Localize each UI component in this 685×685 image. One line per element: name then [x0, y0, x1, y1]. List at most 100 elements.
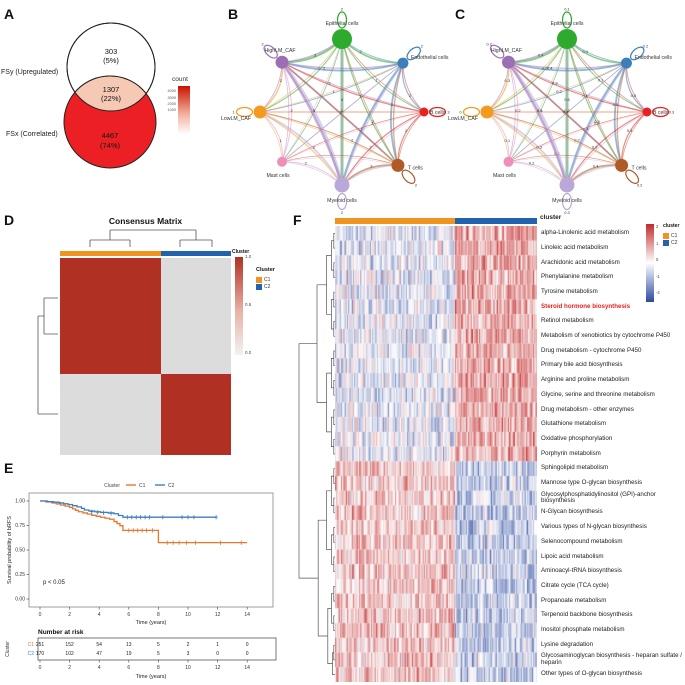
edge-weight-label: 2 [318, 66, 321, 71]
venn-overlap-count: 1307 [103, 85, 120, 94]
network-node [501, 55, 515, 69]
network-node-label: Epithelial cells [551, 21, 584, 27]
risk-value: 170 [36, 651, 45, 657]
edge-weight-label: 3 [339, 109, 342, 114]
km-pvalue: p < 0.05 [43, 580, 66, 586]
pathway-label: Primary bile acid biosynthesis [541, 361, 623, 369]
pathway-label: Porphyrin metabolism [541, 449, 601, 457]
network-edge [508, 111, 648, 163]
network-edge [259, 111, 399, 166]
pathway-label: Retinol metabolism [541, 317, 594, 325]
pathway-label: Citrate cycle (TCA cycle) [541, 581, 609, 589]
pathway-row: Lipoic acid metabolism [541, 549, 685, 564]
consensus-row-dendrogram [37, 297, 58, 415]
network-edge [259, 38, 343, 113]
edge-weight-label: 4 [341, 97, 344, 102]
km-ytick-label: 1.00 [15, 499, 25, 505]
pathway-annotation-c2 [455, 218, 537, 224]
network-edge [259, 62, 404, 113]
network-edge [566, 38, 623, 166]
pathway-row: Mannose type O-glycan biosynthesis [541, 476, 685, 491]
loop-weight-label: 0.3 [564, 210, 570, 215]
pathway-row: Sphingolipid metabolism [541, 461, 685, 476]
risk-value: 2 [187, 642, 190, 648]
edge-weight-label: 2 [351, 137, 354, 142]
edge-weight-label: 2 [409, 93, 412, 98]
km-xtick-label: 14 [244, 612, 250, 618]
km-censor-mark [150, 528, 155, 533]
network-edge [341, 38, 425, 113]
pathway-label: Glycine, serine and threonine metabolism [541, 390, 655, 398]
network-self-loop [401, 169, 416, 184]
network-node-label: Mast cells [493, 173, 516, 179]
pathway-c1-label: C1 [671, 233, 678, 239]
pathway-label: Selenocompound metabolism [541, 537, 623, 545]
loop-weight-label: 2 [421, 44, 424, 49]
pathway-label: Tyrosine metabolism [541, 287, 598, 295]
risk-xtick-label: 6 [127, 665, 130, 671]
pathway-row: Lysine degradation [541, 638, 685, 653]
km-censor-mark [214, 514, 218, 520]
network-self-loop [629, 46, 645, 61]
network-edge [281, 62, 293, 162]
risk-xtick-label: 2 [68, 665, 71, 671]
venn-legend-tick: 2000 [167, 102, 176, 106]
network-node [419, 107, 429, 117]
km-censor-mark [139, 514, 143, 520]
km-censor-mark [125, 514, 129, 520]
network-node-label: Epithelial cells [326, 21, 359, 27]
network-edge [486, 111, 510, 162]
edge-weight-label: 1 [333, 89, 336, 94]
km-censor-mark [134, 514, 138, 520]
panel-e-label: E [4, 460, 14, 476]
pathway-label-list: alpha-Linolenic acid metabolism Linoleic … [541, 226, 685, 682]
network-edge [390, 62, 404, 166]
network-node [557, 29, 577, 49]
km-censor-mark [131, 528, 135, 533]
network-edge [259, 111, 343, 186]
network-node-label: Endothelial cells [634, 55, 672, 61]
loop-weight-label: 0 [459, 110, 462, 115]
pathway-label: Sphingolipid metabolism [541, 464, 609, 472]
km-censor-mark [109, 511, 113, 516]
network-self-loop [336, 192, 348, 211]
pathway-row: Primary bile acid biosynthesis [541, 358, 685, 373]
network-node-label: LowLM_CAF [221, 116, 251, 122]
network-edge [281, 154, 399, 166]
network-edge [486, 62, 510, 113]
network-edge [486, 38, 568, 113]
loop-weight-label: 2 [262, 42, 265, 47]
consensus-block-tr [161, 258, 231, 374]
network-edge [341, 38, 399, 166]
km-plot-frame [28, 492, 274, 608]
network-edge [508, 62, 519, 162]
pathway-row: Tyrosine metabolism [541, 285, 685, 300]
venn-region1-count: 303 [105, 47, 118, 56]
pathway-row: Steroid hormone biosynthesis [541, 300, 685, 315]
pathway-row: N-Glycan biosynthesis [541, 505, 685, 520]
pathway-heatmap-canvas [335, 226, 537, 682]
network-edge [486, 111, 568, 186]
network-node [391, 158, 405, 172]
venn-overlap-pct: (22%) [101, 94, 122, 103]
pathway-label: alpha-Linolenic acid metabolism [541, 229, 630, 237]
pathway-row: Aminoacyl-tRNA biosynthesis [541, 564, 685, 579]
loop-weight-label: 0.1 [564, 7, 570, 12]
network-self-loop [336, 11, 348, 29]
network-edge [566, 62, 628, 186]
edge-weight-label: 2 [359, 49, 362, 54]
edge-weight-label: 3 [312, 144, 315, 149]
loop-weight-label: 0.2 [486, 42, 492, 47]
edge-weight-label: 0.2 [556, 89, 562, 94]
km-legend-label: C2 [168, 483, 175, 489]
risk-row-label: C2 [28, 651, 35, 657]
loop-weight-label: 0.2 [637, 182, 643, 187]
network-edge [259, 111, 283, 162]
consensus-cluster-legend: Cluster C1 C2 [256, 258, 275, 290]
pathway-row: Retinol metabolism [541, 314, 685, 329]
pathway-annotation-title: cluster [540, 214, 562, 221]
network-node [277, 156, 288, 167]
network-edge [486, 38, 568, 113]
km-xtick-label: 2 [68, 612, 71, 618]
network-node-label: Myeloid cells [327, 198, 357, 204]
